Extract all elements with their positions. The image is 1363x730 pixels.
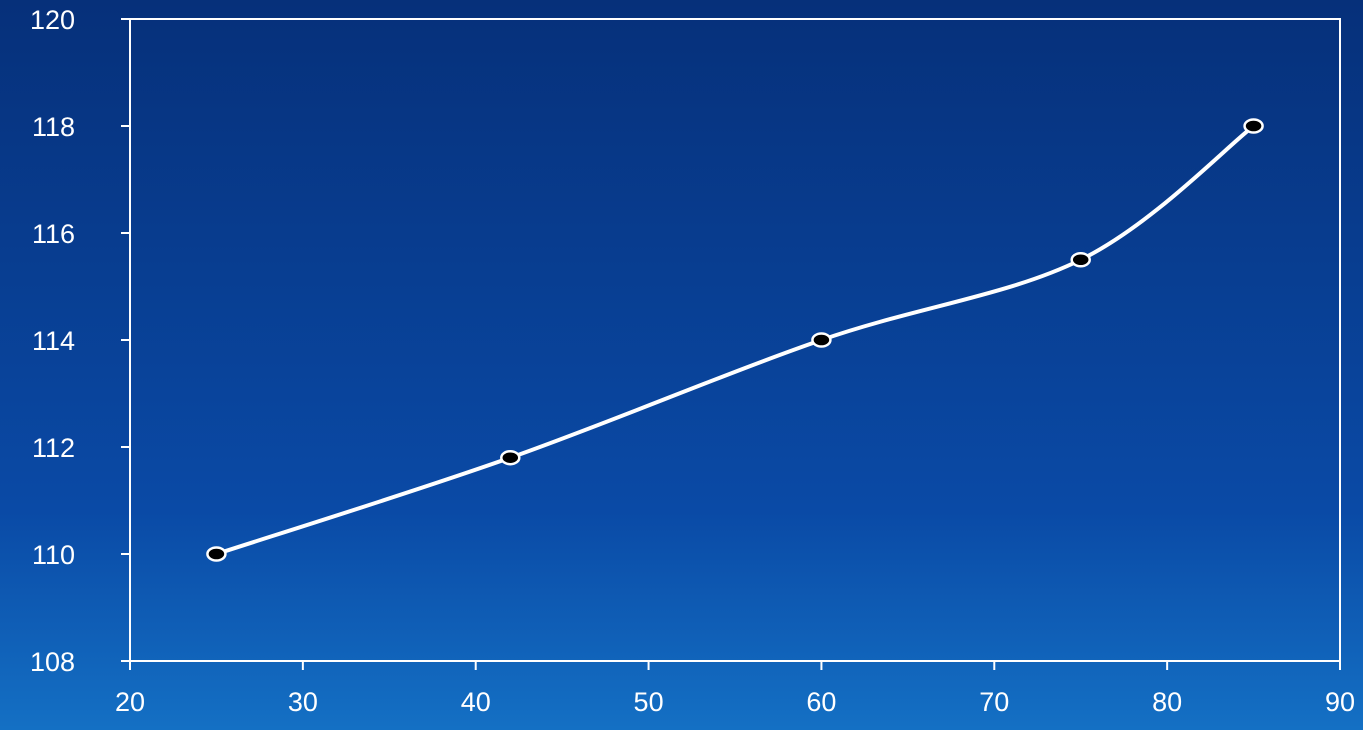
data-point-marker xyxy=(1243,118,1264,134)
data-point-marker xyxy=(500,449,521,466)
x-tick-label: 70 xyxy=(979,687,1009,717)
x-tick-label: 80 xyxy=(1152,687,1182,717)
y-tick-label: 112 xyxy=(32,433,75,463)
x-tick-label: 30 xyxy=(288,687,318,717)
x-axis-ticks: 20 30 40 50 60 70 80 90 xyxy=(115,661,1355,717)
series-line xyxy=(215,124,1255,556)
y-axis-ticks: 108 110 112 114 116 118 120 xyxy=(30,5,130,677)
y-tick-label: 108 xyxy=(30,647,75,677)
data-point-marker xyxy=(206,546,227,562)
y-tick-label: 120 xyxy=(30,5,75,35)
x-tick-label: 40 xyxy=(461,687,491,717)
y-tick-label: 110 xyxy=(32,540,75,570)
series-group xyxy=(206,118,1264,562)
x-tick-label: 90 xyxy=(1325,687,1355,717)
y-tick-label: 114 xyxy=(32,326,75,356)
data-point-marker xyxy=(811,332,832,348)
x-tick-label: 20 xyxy=(115,687,145,717)
x-tick-label: 60 xyxy=(806,687,836,717)
plot-area-frame xyxy=(129,18,1341,662)
y-tick-label: 116 xyxy=(32,219,75,249)
data-point-marker xyxy=(1070,252,1091,268)
y-tick-label: 118 xyxy=(32,112,75,142)
x-tick-label: 50 xyxy=(634,687,664,717)
